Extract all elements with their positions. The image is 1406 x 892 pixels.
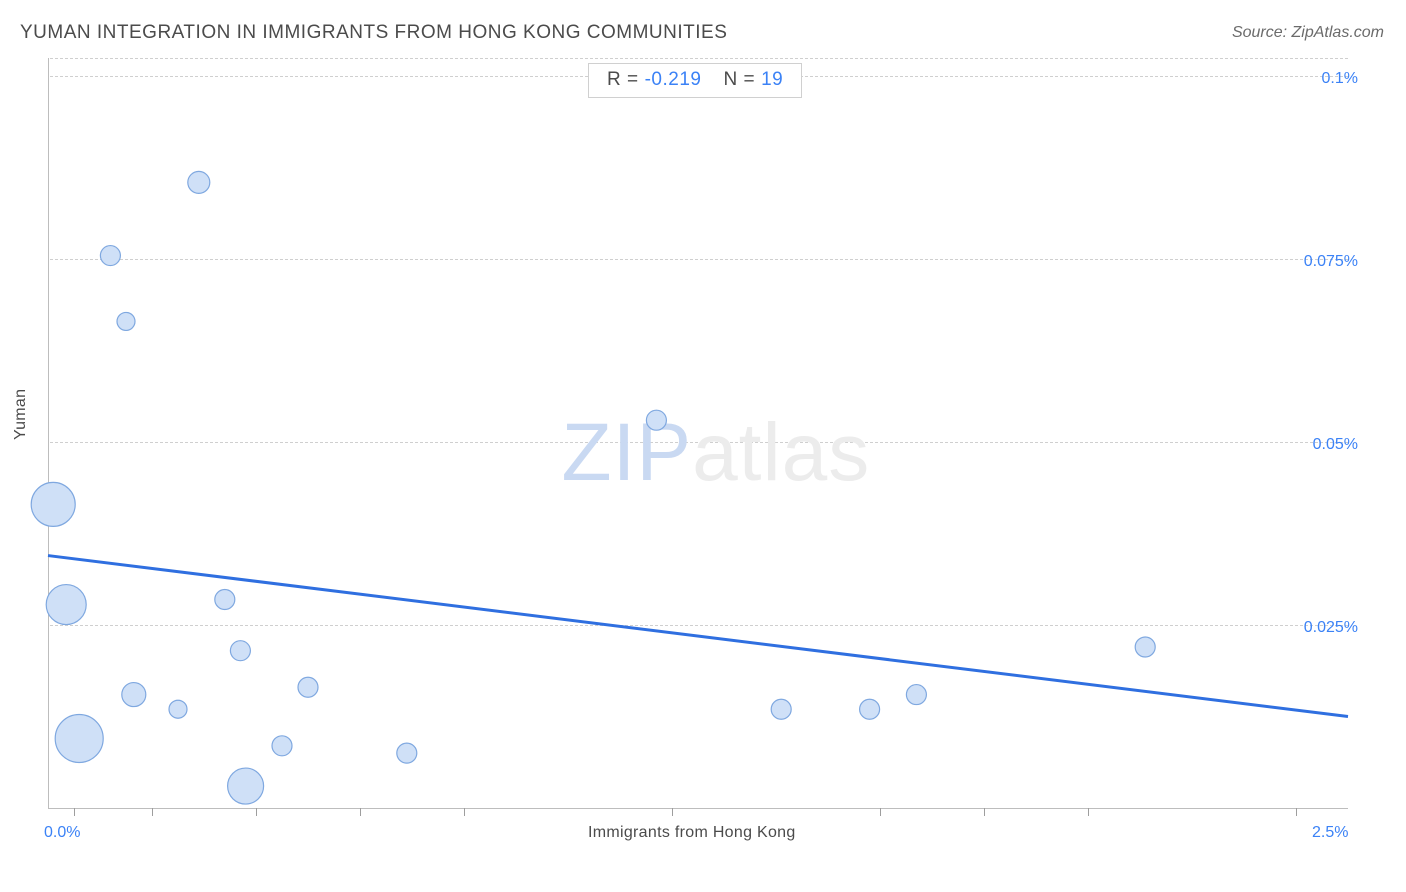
r-label: R = [607,69,639,91]
chart-title: YUMAN INTEGRATION IN IMMIGRANTS FROM HON… [20,22,727,44]
stats-box: R = -0.219 N = 19 [588,63,802,98]
x-axis-min-label: 0.0% [44,824,80,842]
r-value: -0.219 [645,69,702,91]
x-tick [256,808,257,816]
data-point[interactable] [31,482,75,526]
x-tick [74,808,75,816]
x-axis-line [48,808,1348,809]
n-value: 19 [761,69,783,91]
y-axis-label: Yuman [12,389,30,440]
scatter-svg [48,58,1348,808]
x-tick [1296,808,1297,816]
n-label: N = [723,69,755,91]
data-point[interactable] [646,410,666,430]
x-tick [880,808,881,816]
data-point[interactable] [122,683,146,707]
x-tick [360,808,361,816]
data-point[interactable] [771,699,791,719]
data-point[interactable] [46,585,86,625]
data-point[interactable] [906,685,926,705]
x-tick [152,808,153,816]
x-axis-max-label: 2.5% [1312,824,1348,842]
data-point[interactable] [55,714,103,762]
x-tick [464,808,465,816]
x-tick [1088,808,1089,816]
source-attribution: Source: ZipAtlas.com [1232,24,1384,42]
data-point[interactable] [298,677,318,697]
data-point[interactable] [1135,637,1155,657]
data-point[interactable] [228,768,264,804]
y-tick-label: 0.1% [1278,70,1358,88]
y-tick-label: 0.05% [1278,436,1358,454]
data-point[interactable] [272,736,292,756]
data-point[interactable] [169,700,187,718]
data-point[interactable] [215,589,235,609]
trend-line [48,556,1348,717]
plot-area: ZIPatlas R = -0.219 N = 19 [48,58,1348,808]
data-point[interactable] [100,246,120,266]
data-point[interactable] [117,312,135,330]
data-point[interactable] [860,699,880,719]
x-tick [984,808,985,816]
y-tick-label: 0.025% [1278,619,1358,637]
y-tick-label: 0.075% [1278,253,1358,271]
data-point[interactable] [397,743,417,763]
x-axis-label: Immigrants from Hong Kong [588,824,796,842]
data-point[interactable] [188,171,210,193]
chart-container: YUMAN INTEGRATION IN IMMIGRANTS FROM HON… [0,0,1406,892]
data-point[interactable] [230,641,250,661]
x-tick [672,808,673,816]
